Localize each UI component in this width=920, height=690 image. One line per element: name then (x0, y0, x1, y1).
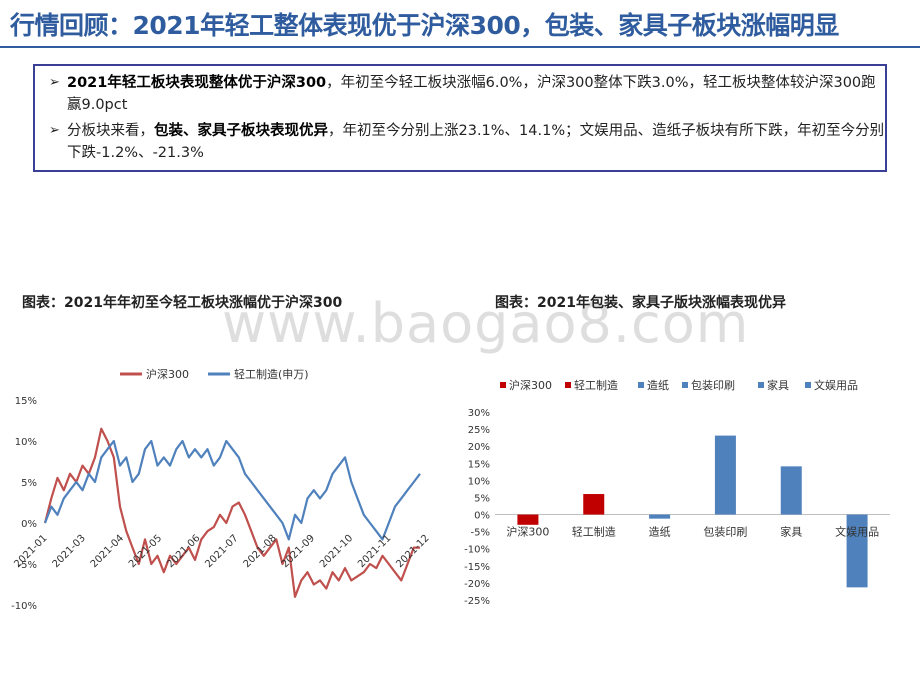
bar-1 (517, 514, 539, 525)
bar-4 (714, 435, 736, 515)
x-tick-label: 2021-10 (318, 533, 355, 570)
legend-swatch-2 (565, 382, 571, 388)
arrow-right-icon: ➢ (49, 123, 60, 138)
x-tick-label: 2021-04 (89, 533, 126, 570)
legend-label-2: 轻工制造(申万) (234, 367, 309, 381)
bullet-2-text: ，年初至今分别上涨23.1%、14.1%；文娱用品、造纸子板块有所下跌，年初至今… (67, 123, 885, 161)
y-tick-label: -10% (11, 601, 37, 612)
legend-label-2: 轻工制造 (574, 378, 618, 392)
legend-swatch-4 (682, 382, 688, 388)
y-tick-label: -10% (464, 545, 490, 556)
x-tick-label: 2021-03 (51, 533, 88, 570)
y-tick-label: -25% (464, 596, 490, 607)
y-tick-label: -5% (18, 560, 37, 571)
bar-6 (846, 514, 868, 588)
title-divider (0, 46, 920, 48)
y-tick-label: 20% (468, 442, 490, 453)
category-label-3: 造纸 (649, 525, 671, 539)
y-tick-label: 10% (15, 437, 37, 448)
watermark: www.baogao8.com (222, 292, 750, 355)
y-tick-label: -20% (464, 579, 490, 590)
y-tick-label: 15% (468, 459, 490, 470)
series-line-1 (43, 427, 420, 598)
y-tick-label: -15% (464, 562, 490, 573)
line-chart-title: 图表：2021年年初至今轻工板块涨幅优于沪深300 (22, 295, 343, 311)
summary-box: ➢ 2021年轻工板块表现整体优于沪深300，年初至今轻工板块涨幅6.0%，沪深… (33, 64, 887, 172)
page-title: 行情回顾：2021年轻工整体表现优于沪深300，包装、家具子板块涨幅明显 (10, 11, 839, 40)
y-tick-label: 0% (21, 519, 37, 530)
legend-label-5: 家具 (767, 378, 789, 392)
x-tick-label: 2021-12 (394, 533, 430, 570)
y-tick-label: 10% (468, 476, 490, 487)
y-tick-label: 5% (21, 478, 37, 489)
bullet-2-bold: 包装、家具子板块表现优异 (154, 123, 328, 139)
y-tick-label: -5% (471, 528, 490, 539)
bullet-1-bold: 2021年轻工板块表现整体优于沪深300 (67, 75, 327, 91)
legend-label-6: 文娱用品 (814, 378, 858, 392)
category-label-6: 文娱用品 (835, 525, 879, 539)
legend-label-1: 沪深300 (146, 367, 189, 381)
legend-label-3: 造纸 (647, 378, 669, 392)
x-tick-label: 2021-07 (203, 533, 240, 570)
y-tick-label: 30% (468, 408, 490, 419)
y-tick-label: 25% (468, 425, 490, 436)
arrow-right-icon: ➢ (49, 75, 60, 90)
y-tick-label: 0% (474, 511, 490, 522)
series-line-2 (43, 439, 421, 541)
bar-3 (649, 514, 671, 519)
legend-label-1: 沪深300 (509, 378, 552, 392)
bar-chart: 沪深300 轻工制造 造纸 包装印刷 家具 文娱用品30%25%20%15%10%5%0%… (464, 378, 890, 607)
legend-swatch-1 (500, 382, 506, 388)
category-label-2: 轻工制造 (572, 525, 616, 539)
bar-2 (583, 494, 605, 515)
bullet-2-prefix: 分板块来看， (67, 123, 154, 139)
category-label-1: 沪深300 (506, 525, 549, 539)
legend-label-4: 包装印刷 (691, 379, 735, 392)
legend-swatch-5 (758, 382, 764, 388)
x-tick-label: 2021-05 (127, 533, 164, 570)
x-tick-label: 2021-09 (280, 533, 317, 570)
bar-5 (780, 466, 802, 515)
x-tick-label: 2021-08 (242, 533, 279, 570)
bar-chart-title: 图表：2021年包装、家具子版块涨幅表现优异 (495, 295, 786, 311)
y-tick-label: 5% (474, 493, 490, 504)
y-tick-label: 15% (15, 396, 37, 407)
category-label-4: 包装印刷 (703, 526, 747, 539)
line-chart: 沪深300 轻工制造(申万)15%10%5%0%-5%-10%2021-01 202… (11, 367, 430, 612)
bullet-1-text: ，年初至今轻工板块涨幅6.0%，沪深300整体下跌3.0%，轻工板块整体较沪深3… (67, 75, 876, 113)
legend-swatch-3 (638, 382, 644, 388)
legend-swatch-6 (805, 382, 811, 388)
category-label-5: 家具 (780, 525, 802, 539)
